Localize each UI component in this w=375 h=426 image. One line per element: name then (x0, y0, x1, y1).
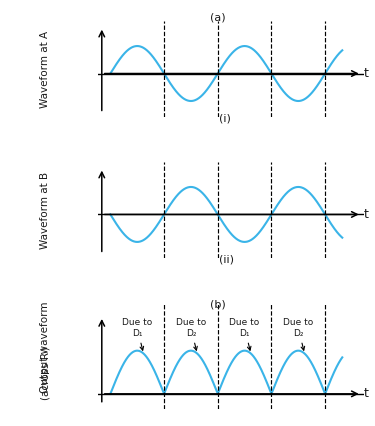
Text: Due to
D₂: Due to D₂ (176, 318, 206, 350)
Text: Waveform at A: Waveform at A (40, 31, 50, 108)
Text: (b): (b) (210, 299, 226, 310)
Text: (a): (a) (210, 13, 225, 23)
Text: Due to
D₂: Due to D₂ (283, 318, 314, 350)
Text: Output waveform: Output waveform (40, 302, 50, 393)
Text: (ii): (ii) (219, 254, 234, 264)
Text: (across Rₗ): (across Rₗ) (40, 346, 50, 400)
Text: Due to
D₁: Due to D₁ (122, 318, 152, 350)
Text: t: t (364, 208, 369, 221)
Text: t: t (364, 67, 369, 80)
Text: (i): (i) (219, 113, 231, 124)
Text: Due to
D₁: Due to D₁ (230, 318, 260, 350)
Text: t: t (364, 387, 369, 400)
Text: Waveform at B: Waveform at B (40, 172, 50, 249)
